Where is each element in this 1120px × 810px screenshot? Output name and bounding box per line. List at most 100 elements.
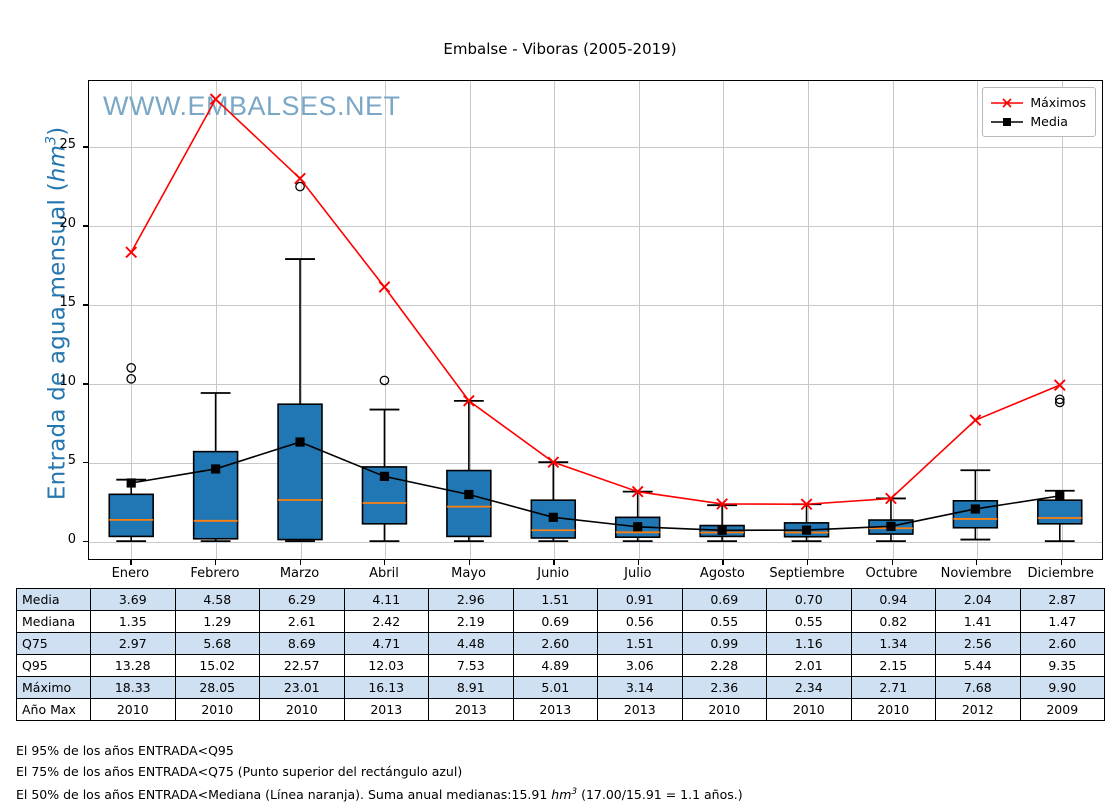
media-marker (717, 525, 727, 535)
legend-line-red-x-icon (991, 97, 1024, 108)
table-cell: 4.58 (174, 588, 260, 611)
maximos-marker (294, 172, 306, 185)
table-row: Media 3.69 4.58 6.29 4.11 2.96 1.51 0.91 0.69 0.7… (16, 588, 1105, 611)
table-row-label: Máximo (16, 676, 91, 699)
x-axis-tick-label: Julio (624, 566, 652, 581)
statistics-table-body: Media 3.69 4.58 6.29 4.11 2.96 1.51 0.91 0.69 0.7… (16, 588, 1105, 721)
box-rect (446, 469, 492, 538)
footnote-mediana: El 50% de los años ENTRADA<Mediana (Líne… (16, 787, 743, 803)
table-cell: 15.02 (174, 654, 260, 677)
x-axis-tick-label: Enero (111, 566, 150, 581)
table-row: Año Max 2010 2010 2010 2013 2013 2013 2013 2010 2… (16, 698, 1105, 721)
table-cell: 2010 (259, 698, 345, 721)
grid-line-vertical (215, 81, 217, 559)
y-axis-tick-label: 20 (59, 216, 76, 232)
media-marker (464, 489, 474, 500)
media-marker (970, 504, 980, 514)
media-line (131, 441, 1060, 532)
table-cell: 2.19 (428, 610, 514, 633)
outlier-point (1054, 394, 1065, 405)
table-cell: 22.57 (259, 654, 345, 677)
table-cell: 7.53 (428, 654, 514, 677)
legend-line-black-square-icon (991, 117, 1024, 126)
table-cell: 0.55 (681, 610, 767, 633)
table-cell: 1.35 (90, 610, 176, 633)
grid-line-horizontal (89, 147, 1102, 149)
table-cell: 1.16 (766, 632, 852, 655)
maximos-marker (463, 394, 475, 407)
table-cell: 1.51 (512, 588, 598, 611)
outlier-point (379, 375, 390, 386)
maximos-marker (209, 93, 222, 105)
x-axis-tick-mark (130, 560, 132, 565)
table-cell: 0.82 (850, 610, 936, 633)
table-cell: 2.61 (259, 610, 345, 633)
box-rect (1037, 499, 1083, 525)
table-cell: 5.01 (512, 676, 598, 699)
table-cell: 4.48 (428, 632, 514, 655)
legend-label-media: Media (1030, 114, 1068, 129)
y-axis-tick-mark (83, 304, 88, 306)
table-cell: 2.01 (766, 654, 852, 677)
table-row-label: Q75 (16, 632, 91, 655)
table-cell: 6.29 (259, 588, 345, 611)
maximos-marker (547, 456, 560, 469)
y-axis-tick-label: 10 (59, 374, 76, 390)
footnotes: El 95% de los años ENTRADA<Q95 El 75% de… (16, 740, 743, 805)
table-cell: 0.91 (597, 588, 683, 611)
table-cell: 13.28 (90, 654, 176, 677)
table-row: Mediana 1.35 1.29 2.61 2.42 2.19 0.69 0.56 0.55 0… (16, 610, 1105, 633)
table-cell: 5.44 (935, 654, 1021, 677)
maximos-marker (125, 246, 138, 259)
legend-item-media: Media (990, 112, 1086, 131)
box-rect (108, 493, 154, 538)
maximos-marker (716, 498, 728, 510)
maximos-line (130, 97, 1061, 506)
x-axis-tick-label: Abril (369, 566, 399, 581)
x-axis-tick-mark (214, 560, 217, 565)
table-cell: 2013 (597, 698, 683, 721)
grid-line-vertical (977, 81, 979, 559)
table-row: Q75 2.97 5.68 8.69 4.71 4.48 2.60 1.51 0.99 1.16 1… (16, 632, 1105, 655)
table-cell: 2.71 (850, 676, 936, 699)
media-marker (548, 512, 558, 522)
grid-line-vertical (385, 81, 386, 559)
y-axis-tick-label: 0 (67, 532, 76, 548)
x-axis-tick-label: Junio (537, 566, 570, 581)
plot-inner: WWW.EMBALSES.NET Máximos Media (89, 81, 1102, 559)
grid-line-horizontal (89, 384, 1102, 386)
page-title: Embalse - Viboras (2005-2019) (443, 40, 677, 58)
y-axis-tick-label: 5 (67, 453, 76, 469)
x-axis-tick-label: Octubre (865, 566, 918, 581)
x-axis-tick-mark (1060, 560, 1063, 565)
y-axis-tick-mark (83, 383, 88, 385)
y-axis-tick-label: 15 (59, 295, 76, 311)
table-cell: 2.96 (428, 588, 514, 611)
grid-line-vertical (469, 81, 471, 559)
table-cell: 0.94 (850, 588, 936, 611)
x-axis-tick-mark (637, 560, 640, 565)
media-marker (801, 525, 812, 535)
x-axis-tick-label: Septiembre (769, 566, 845, 581)
table-cell: 2013 (512, 698, 598, 721)
x-axis-tick-label: Agosto (699, 566, 745, 581)
table-cell: 12.03 (343, 654, 429, 677)
outlier-point (126, 362, 137, 373)
table-cell: 2013 (428, 698, 514, 721)
table-cell: 23.01 (259, 676, 345, 699)
x-axis-tick-label: Mayo (451, 566, 487, 581)
outlier-point (295, 181, 305, 192)
table-cell: 2.87 (1019, 588, 1105, 611)
table-cell: 2.60 (1019, 632, 1105, 655)
table-cell: 0.99 (681, 632, 767, 655)
grid-line-horizontal (89, 226, 1102, 228)
legend-item-maximos: Máximos (990, 93, 1086, 112)
table-cell: 3.06 (597, 654, 683, 677)
grid-line-vertical (723, 81, 725, 559)
statistics-table: Media 3.69 4.58 6.29 4.11 2.96 1.51 0.91 0.69 0.7… (16, 588, 1105, 721)
table-cell: 2.60 (512, 632, 598, 655)
x-axis-tick-mark (553, 560, 555, 565)
y-axis-tick-mark (83, 225, 88, 227)
outlier-point (1054, 397, 1065, 408)
table-cell: 2009 (1019, 698, 1105, 721)
